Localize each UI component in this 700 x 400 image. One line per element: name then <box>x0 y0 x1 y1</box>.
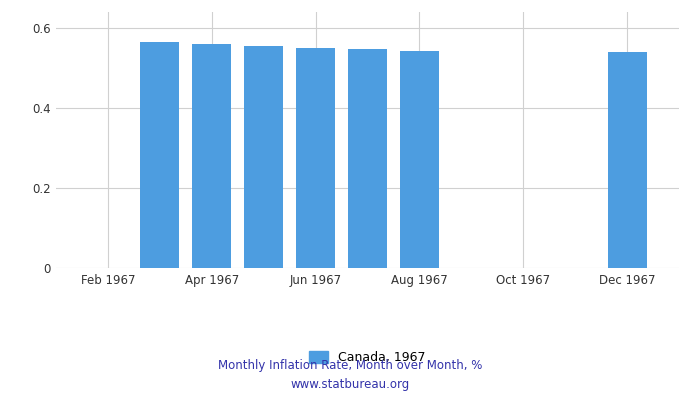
Bar <box>296 48 335 268</box>
Bar <box>141 42 179 268</box>
Bar <box>608 52 647 268</box>
Text: Monthly Inflation Rate, Month over Month, %: Monthly Inflation Rate, Month over Month… <box>218 360 482 372</box>
Bar <box>244 46 283 268</box>
Text: www.statbureau.org: www.statbureau.org <box>290 378 410 391</box>
Bar <box>193 44 231 268</box>
Bar <box>348 49 387 268</box>
Legend: Canada, 1967: Canada, 1967 <box>304 346 430 369</box>
Bar <box>400 51 439 268</box>
